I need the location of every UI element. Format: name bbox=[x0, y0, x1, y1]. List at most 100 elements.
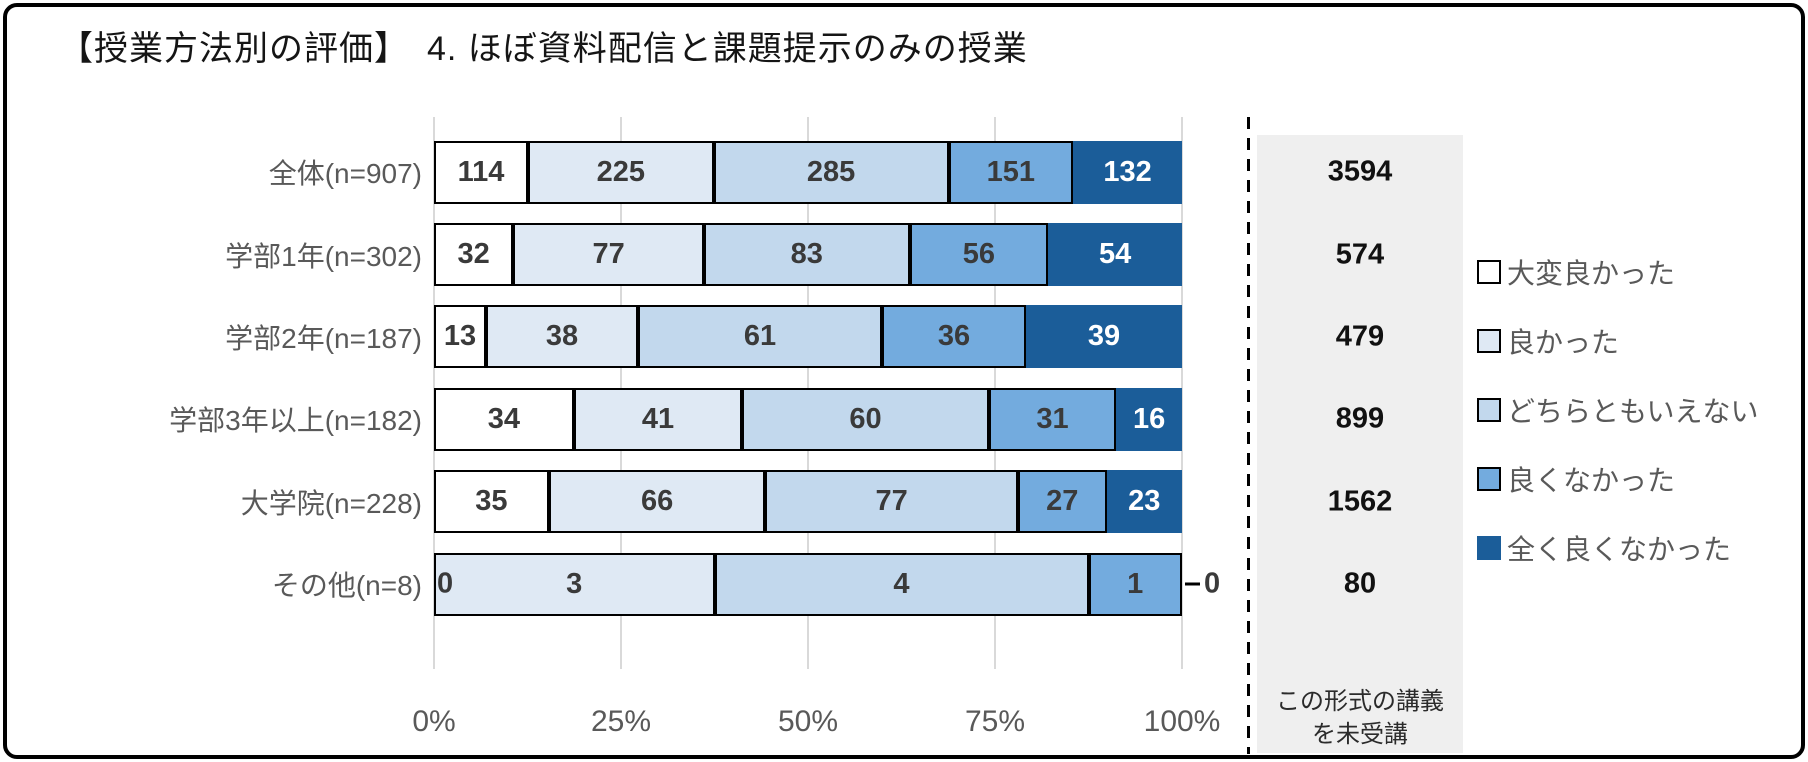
bar-track: 3 4 1 0 0 bbox=[434, 552, 1220, 616]
bar-segment: 38 bbox=[486, 305, 638, 369]
not-attended-count: 574 bbox=[1335, 238, 1385, 271]
bar-segment-value: 225 bbox=[596, 155, 645, 188]
table-row: その他(n=8) 3 4 1 0 0 bbox=[81, 543, 1220, 625]
bar-segment-value: 3 bbox=[566, 567, 583, 600]
bar-segment: 77 bbox=[513, 223, 704, 287]
bar-track: 35 66 77 27 23 bbox=[434, 470, 1182, 534]
legend-swatch-icon bbox=[1477, 329, 1501, 353]
legend-label: 大変良かった bbox=[1507, 258, 1676, 289]
bar-segment-value: 1 bbox=[1127, 567, 1144, 600]
bar-segment: 31 bbox=[988, 387, 1117, 451]
bar-segment: 60 bbox=[742, 387, 989, 451]
legend: 大変良かった 良かったどちらともいえない良くなかった全く良くなかった bbox=[1477, 7, 1807, 755]
legend-swatch-icon bbox=[1477, 467, 1501, 491]
bar-segment-value: 56 bbox=[962, 238, 995, 271]
bar-segment: 41 bbox=[573, 387, 743, 451]
bar-segment-value: 23 bbox=[1128, 485, 1161, 518]
gridline-100% bbox=[1181, 117, 1183, 669]
bar-segment: 66 bbox=[548, 470, 766, 534]
bar-segment-value: 151 bbox=[986, 155, 1036, 188]
bar-segment-value: 41 bbox=[641, 402, 675, 435]
row-label: 全体(n=907) bbox=[268, 158, 422, 190]
legend-item: どちらともいえない bbox=[1477, 390, 1758, 430]
bar-segment-value: 16 bbox=[1132, 402, 1166, 435]
bar-segment-value: 114 bbox=[457, 155, 505, 188]
bar-segment: 34 bbox=[434, 387, 574, 451]
not-attended-count: 899 bbox=[1335, 402, 1385, 435]
legend-item: 良かった bbox=[1477, 321, 1619, 361]
zero-value-label-left: 0 bbox=[437, 567, 454, 600]
dashed-divider-line bbox=[1247, 117, 1250, 754]
table-row: 全体(n=907) 114 225 285 151 132 bbox=[81, 131, 1182, 213]
bar-segment-value: 54 bbox=[1098, 238, 1132, 271]
row-label: 学部1年(n=302) bbox=[225, 240, 422, 272]
bar-segment: 39 bbox=[1025, 305, 1182, 369]
x-axis-tick-label: 50% bbox=[777, 705, 839, 738]
table-row: 大学院(n=228) 35 66 77 27 23 bbox=[81, 461, 1182, 543]
bar-segment-value: 35 bbox=[475, 485, 508, 518]
chart-frame: 【授業方法別の評価】 4. ほぼ資料配信と課題提示のみの授業 全体(n=907)… bbox=[3, 3, 1805, 759]
not-attended-count: 1562 bbox=[1327, 485, 1393, 518]
bar-segment: 225 bbox=[528, 140, 714, 204]
chart-rows: 全体(n=907) 114 225 285 151 132 学部1年(n=302) 32 77 8… bbox=[81, 131, 1220, 626]
legend-label: 良くなかった bbox=[1507, 465, 1676, 496]
legend-label: 良かった bbox=[1507, 327, 1620, 358]
legend-label: 全く良くなかった bbox=[1507, 534, 1732, 565]
bar-segment: 114 bbox=[434, 140, 528, 204]
bar-segment: 54 bbox=[1048, 223, 1182, 287]
bar-segment: 23 bbox=[1106, 470, 1182, 534]
bar-segment: 13 bbox=[434, 305, 486, 369]
bar-segment: 77 bbox=[765, 470, 1018, 534]
bar-segment: 83 bbox=[703, 223, 910, 287]
not-attended-count: 80 bbox=[1343, 567, 1377, 600]
bar-segment-value: 77 bbox=[592, 238, 625, 271]
bar-segment: 35 bbox=[434, 470, 549, 534]
bar-segment-value: 32 bbox=[457, 238, 490, 271]
bar-segment: 32 bbox=[434, 223, 514, 287]
bar-track: 34 41 60 31 16 bbox=[434, 387, 1182, 451]
bar-segment-value: 39 bbox=[1087, 320, 1121, 353]
bar-segment: 151 bbox=[948, 140, 1074, 204]
not-attended-panel: 3594 574 479 899 1562 80 この形式の講義 を未受講 bbox=[1257, 135, 1463, 753]
zero-leader-line bbox=[1185, 582, 1200, 586]
legend-item: 大変良かった bbox=[1477, 252, 1675, 292]
bar-segment: 132 bbox=[1073, 140, 1182, 204]
table-row: 学部1年(n=302) 32 77 83 56 54 bbox=[81, 213, 1182, 295]
bar-segment-value: 61 bbox=[743, 320, 777, 353]
row-label: 大学院(n=228) bbox=[240, 487, 422, 519]
bar-segment: 285 bbox=[713, 140, 949, 204]
bar-segment: 16 bbox=[1116, 387, 1182, 451]
bar-segment-value: 13 bbox=[443, 320, 477, 353]
bar-track: 114 225 285 151 132 bbox=[434, 140, 1182, 204]
legend-swatch-icon bbox=[1477, 260, 1501, 284]
bar-segment: 4 bbox=[714, 552, 1089, 616]
x-axis-tick-label: 0% bbox=[412, 705, 456, 738]
x-axis: 0% 25% 50% 75% 100% bbox=[412, 705, 1220, 745]
not-attended-count: 3594 bbox=[1327, 155, 1393, 188]
bar-segment-value: 77 bbox=[875, 485, 908, 518]
bar-segment-value: 132 bbox=[1103, 155, 1152, 188]
bar-track: 32 77 83 56 54 bbox=[434, 223, 1182, 287]
bar-segment-value: 4 bbox=[893, 567, 910, 600]
legend-item: 全く良くなかった bbox=[1477, 528, 1731, 568]
bar-segment-value: 27 bbox=[1046, 485, 1079, 518]
table-row: 学部3年以上(n=182) 34 41 60 31 16 bbox=[81, 378, 1182, 460]
x-axis-tick-label: 25% bbox=[590, 705, 652, 738]
bar-segment-value: 31 bbox=[1036, 402, 1069, 435]
bar-segment: 27 bbox=[1017, 470, 1107, 534]
bar-segment-value: 285 bbox=[806, 155, 856, 188]
panel-note-line2: を未受講 bbox=[1312, 721, 1408, 748]
chart-title: 【授業方法別の評価】 4. ほぼ資料配信と課題提示のみの授業 bbox=[59, 30, 1028, 68]
row-label: その他(n=8) bbox=[271, 570, 422, 602]
bar-segment-value: 34 bbox=[487, 402, 520, 435]
panel-note-line1: この形式の講義 bbox=[1276, 688, 1444, 715]
legend-swatch-icon bbox=[1477, 398, 1501, 422]
panel-note: この形式の講義 を未受講 bbox=[1257, 685, 1463, 751]
bar-segment-value: 83 bbox=[790, 238, 823, 271]
bar-segment: 36 bbox=[881, 305, 1026, 369]
bar-segment-value: 60 bbox=[849, 402, 882, 435]
bar-segment: 1 bbox=[1088, 552, 1182, 616]
bar-segment-value: 36 bbox=[937, 320, 971, 353]
table-row: 学部2年(n=187) 13 38 61 36 39 bbox=[81, 296, 1182, 378]
bar-segment: 56 bbox=[909, 223, 1049, 287]
